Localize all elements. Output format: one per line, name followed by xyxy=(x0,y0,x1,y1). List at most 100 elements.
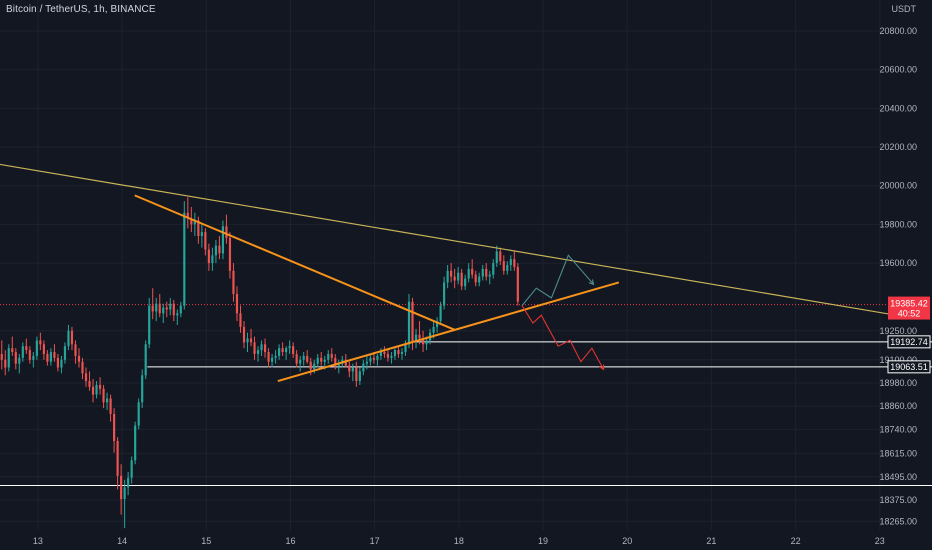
symbol-title[interactable]: Bitcoin / TetherUS, 1h, BINANCE xyxy=(6,4,156,15)
candle xyxy=(225,214,228,244)
candle-body xyxy=(330,353,333,358)
candle-body xyxy=(474,274,477,283)
candle xyxy=(162,303,165,324)
candle-body xyxy=(421,338,425,345)
candle-body xyxy=(137,402,140,426)
candle-body xyxy=(46,353,49,362)
candle-body xyxy=(278,348,281,356)
candle xyxy=(513,251,516,271)
candle-body xyxy=(274,355,277,358)
candle xyxy=(285,346,288,360)
x-tick-label: 16 xyxy=(285,536,295,546)
candle xyxy=(18,353,21,374)
candle xyxy=(502,255,505,275)
candle xyxy=(123,479,126,529)
candle xyxy=(450,263,453,283)
candle-body xyxy=(197,220,200,236)
candle-body xyxy=(239,313,242,327)
candle-body xyxy=(453,276,456,281)
candle xyxy=(155,297,158,322)
candle xyxy=(256,346,260,362)
candle xyxy=(365,355,368,370)
candle-body xyxy=(155,303,158,312)
y-tick-label: 20200.00 xyxy=(879,142,917,152)
orange-trendline xyxy=(134,194,456,331)
candle-body xyxy=(485,268,488,277)
projection-paths[interactable] xyxy=(521,254,605,371)
candle-body xyxy=(162,307,165,314)
candle-body xyxy=(263,344,267,353)
candle xyxy=(67,324,70,351)
candle xyxy=(134,421,137,465)
candle-body xyxy=(313,363,316,370)
x-tick-label: 23 xyxy=(875,536,885,546)
y-tick-label: 20000.00 xyxy=(879,181,917,191)
candle xyxy=(485,263,488,281)
horizontal-levels[interactable] xyxy=(0,304,932,487)
candle xyxy=(495,245,498,267)
candle xyxy=(218,235,221,260)
candle-body xyxy=(39,340,42,345)
candle xyxy=(278,344,281,360)
candle-body xyxy=(506,265,509,271)
candle xyxy=(337,359,340,374)
candle xyxy=(35,336,38,360)
candle xyxy=(56,353,60,372)
candle-body xyxy=(414,334,418,343)
candle-body xyxy=(464,278,467,287)
trendlines[interactable] xyxy=(0,163,897,383)
candle-body xyxy=(105,398,109,403)
candle xyxy=(228,232,232,279)
candle-body xyxy=(232,270,235,295)
candle xyxy=(246,332,249,353)
candle xyxy=(369,353,372,366)
candle xyxy=(260,340,263,356)
candle-body xyxy=(362,363,365,372)
candle xyxy=(176,309,179,325)
x-tick-label: 18 xyxy=(454,536,464,546)
y-tick-label: 19800.00 xyxy=(879,219,917,229)
candle-body xyxy=(316,357,319,364)
y-tick-label: 18860.00 xyxy=(879,401,917,411)
candle-body xyxy=(418,334,421,339)
candle-body xyxy=(186,212,189,219)
candle xyxy=(464,274,467,291)
candle xyxy=(435,317,439,333)
candle-body xyxy=(123,487,126,500)
candle xyxy=(113,408,116,453)
candle xyxy=(46,350,49,366)
candle-body xyxy=(460,272,463,287)
level-price-label: 19192.74 xyxy=(890,337,928,347)
candle-body xyxy=(77,355,81,362)
candle xyxy=(81,357,84,380)
candle-body xyxy=(98,384,102,389)
candle-body xyxy=(165,307,168,310)
time-axis[interactable]: 13 14 15 16 17 18 19 20 21 22 23 xyxy=(33,536,885,546)
candle-body xyxy=(292,346,295,354)
candle-body xyxy=(49,352,52,362)
candle-body xyxy=(372,357,375,360)
candle xyxy=(200,224,203,248)
candle xyxy=(488,270,491,285)
candle-body xyxy=(509,259,512,265)
candle-body xyxy=(74,344,77,356)
candle-body xyxy=(144,344,147,376)
candle-body xyxy=(499,251,502,262)
candle-body xyxy=(281,348,284,353)
candle xyxy=(172,299,175,322)
arrow-head-icon xyxy=(588,279,595,286)
candle-body xyxy=(443,282,446,306)
candle-body xyxy=(4,359,7,368)
candle-body xyxy=(478,276,481,283)
candle xyxy=(306,350,309,364)
candle-body xyxy=(309,361,312,370)
candle xyxy=(474,270,477,287)
candle-body xyxy=(471,268,474,275)
price-axis[interactable]: 20800.00 20600.00 20400.00 20200.00 20000.00… xyxy=(879,26,917,526)
x-tick-label: 17 xyxy=(370,536,380,546)
candle-body xyxy=(193,220,196,225)
candle-body xyxy=(450,270,453,277)
candle xyxy=(207,243,210,271)
